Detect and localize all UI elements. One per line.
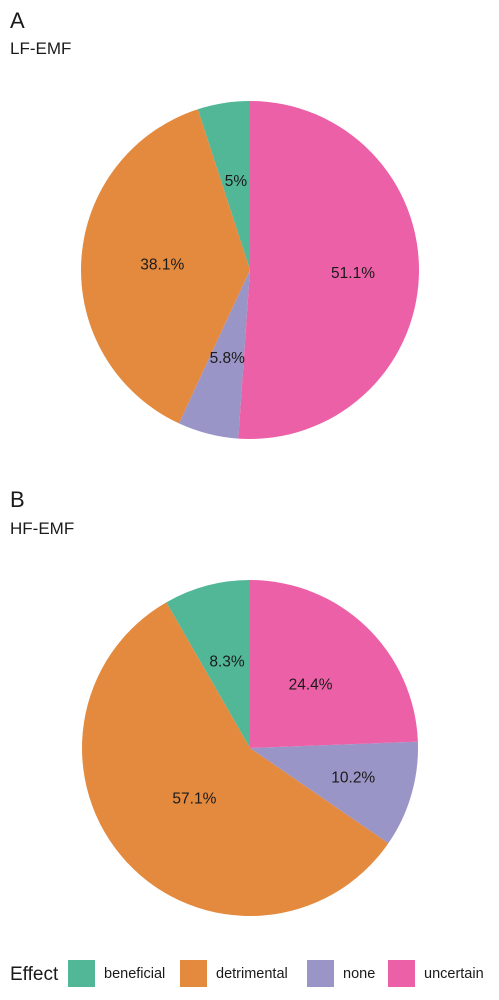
slice-label-none: 5.8% bbox=[210, 350, 246, 367]
legend-key-detrimental bbox=[180, 960, 207, 987]
legend-label-beneficial: beneficial bbox=[104, 966, 165, 982]
legend-title: Effect bbox=[10, 964, 58, 986]
slice-label-uncertain: 51.1% bbox=[331, 265, 375, 282]
legend-label-uncertain: uncertain bbox=[424, 966, 484, 982]
legend-label-none: none bbox=[343, 966, 375, 982]
pie-chart-hf-emf: 8.3% 57.1% 10.2% 24.4% bbox=[0, 470, 499, 950]
slice-label-beneficial: 5% bbox=[225, 173, 248, 190]
slice-label-uncertain: 24.4% bbox=[289, 677, 333, 694]
legend-key-uncertain bbox=[388, 960, 415, 987]
legend-key-beneficial bbox=[68, 960, 95, 987]
slice-label-detrimental: 57.1% bbox=[172, 791, 216, 808]
legend-key-none bbox=[307, 960, 334, 987]
slice-label-detrimental: 38.1% bbox=[140, 256, 184, 273]
pie-chart-lf-emf: 5% 38.1% 5.8% 51.1% bbox=[0, 0, 499, 470]
slice-label-beneficial: 8.3% bbox=[209, 653, 245, 670]
pie-slice-uncertain bbox=[250, 580, 418, 748]
legend: Effect beneficial detrimental none uncer… bbox=[0, 958, 499, 992]
legend-label-detrimental: detrimental bbox=[216, 966, 288, 982]
pie-slice-uncertain bbox=[238, 101, 419, 439]
slice-label-none: 10.2% bbox=[331, 769, 375, 786]
